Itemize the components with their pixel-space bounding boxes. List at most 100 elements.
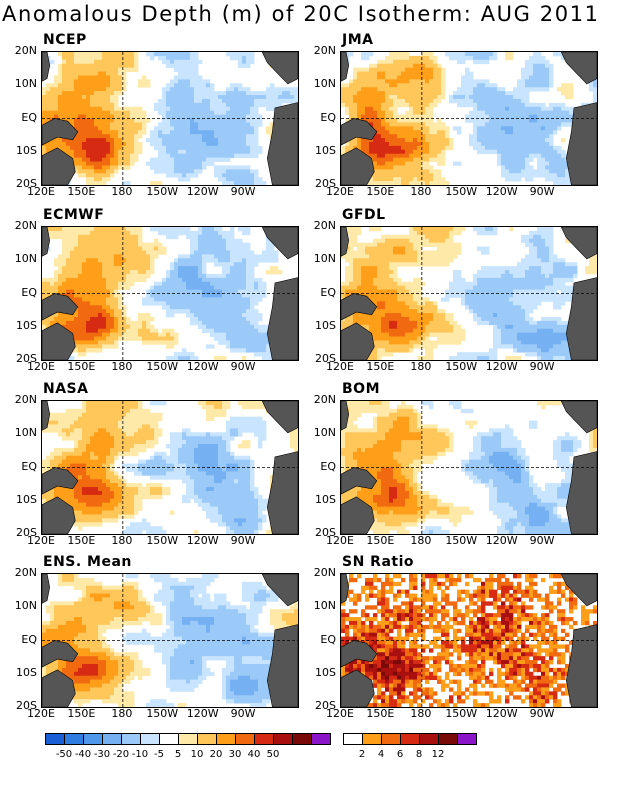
map-cell: [254, 98, 259, 104]
map-cell: [365, 98, 370, 104]
map-cell: [517, 157, 522, 162]
map-cell: [557, 106, 562, 112]
map-cell: [90, 161, 95, 166]
map-cell: [82, 59, 87, 65]
map-cell: [230, 254, 235, 259]
map-cell: [50, 227, 55, 232]
map-cell: [50, 110, 55, 115]
map-cell: [533, 59, 538, 65]
map-cell: [505, 138, 510, 143]
map-cell: [94, 230, 99, 236]
map-cell: [473, 102, 478, 108]
map-cell: [222, 332, 227, 337]
map-cell: [393, 138, 398, 143]
map-cell: [397, 234, 402, 240]
map-cell: [389, 246, 394, 251]
map-cell: [537, 83, 542, 88]
map-cell: [210, 227, 215, 232]
map-cell: [433, 55, 438, 61]
map-cell: [238, 149, 243, 155]
map-cell: [361, 71, 366, 76]
map-cell: [433, 177, 438, 182]
map-cell: [401, 181, 406, 185]
map-cell: [114, 157, 119, 162]
map-cell: [114, 52, 119, 57]
map-cell: [106, 177, 111, 182]
map-cell: [206, 227, 211, 232]
map-cell: [98, 348, 103, 353]
map-cell: [385, 177, 390, 182]
map-cell: [357, 110, 362, 115]
map-cell: [445, 254, 450, 259]
map-cell: [110, 161, 115, 166]
map-cell: [178, 285, 183, 290]
map-cell: [126, 227, 131, 232]
map-cell: [385, 157, 390, 162]
map-cell: [250, 95, 255, 100]
map-cell: [186, 234, 191, 240]
map-cell: [226, 301, 231, 306]
map-cell: [349, 79, 354, 84]
map-cell: [198, 106, 203, 112]
map-cell: [541, 130, 546, 135]
map-cell: [377, 79, 382, 84]
map-cell: [98, 161, 103, 166]
map-cell: [425, 181, 430, 185]
map-cell: [130, 52, 135, 57]
map-cell: [98, 258, 103, 263]
map-cell: [102, 344, 107, 349]
map-cell: [238, 305, 243, 310]
map-cell: [449, 227, 454, 232]
map-cell: [238, 177, 243, 182]
map-cell: [525, 114, 530, 119]
map-cell: [561, 110, 566, 115]
map-cell: [122, 134, 127, 139]
map-cell: [537, 165, 542, 170]
map-cell: [345, 254, 350, 259]
map-cell: [377, 110, 382, 115]
map-cell: [521, 238, 526, 244]
map-cell: [70, 297, 75, 302]
map-cell: [166, 301, 171, 306]
map-cell: [202, 157, 207, 162]
map-cell: [529, 138, 534, 143]
map-cell: [405, 110, 410, 115]
map-cell: [413, 238, 418, 244]
map-cell: [258, 91, 263, 96]
map-cell: [138, 270, 143, 275]
map-cell: [158, 246, 163, 251]
map-cell: [222, 95, 227, 100]
map-cell: [417, 71, 422, 76]
map-cell: [493, 149, 498, 155]
map-cell: [70, 83, 75, 88]
map-cell: [242, 246, 247, 251]
map-cell: [54, 83, 59, 88]
map-cell: [290, 98, 295, 104]
map-cell: [230, 242, 235, 247]
map-cell: [78, 63, 83, 69]
map-cell: [82, 285, 87, 290]
map-cell: [186, 165, 191, 170]
map-cell: [242, 87, 247, 92]
map-cell: [373, 258, 378, 263]
map-cell: [385, 98, 390, 104]
map-cell: [170, 55, 175, 61]
map-cell: [186, 297, 191, 302]
map-cell: [242, 332, 247, 337]
map-cell: [62, 234, 67, 240]
map-cell: [445, 250, 450, 255]
map-cell: [505, 55, 510, 61]
map-cell: [517, 149, 522, 155]
map-cell: [86, 55, 91, 61]
map-cell: [86, 138, 91, 143]
map-cell: [401, 126, 406, 131]
map-cell: [262, 348, 267, 353]
map-cell: [393, 141, 398, 147]
map-cell: [90, 153, 95, 159]
map-cell: [222, 297, 227, 302]
map-cell: [529, 169, 534, 174]
map-cell: [409, 242, 414, 247]
map-cell: [170, 289, 175, 294]
map-cell: [206, 83, 211, 88]
map-cell: [170, 285, 175, 290]
